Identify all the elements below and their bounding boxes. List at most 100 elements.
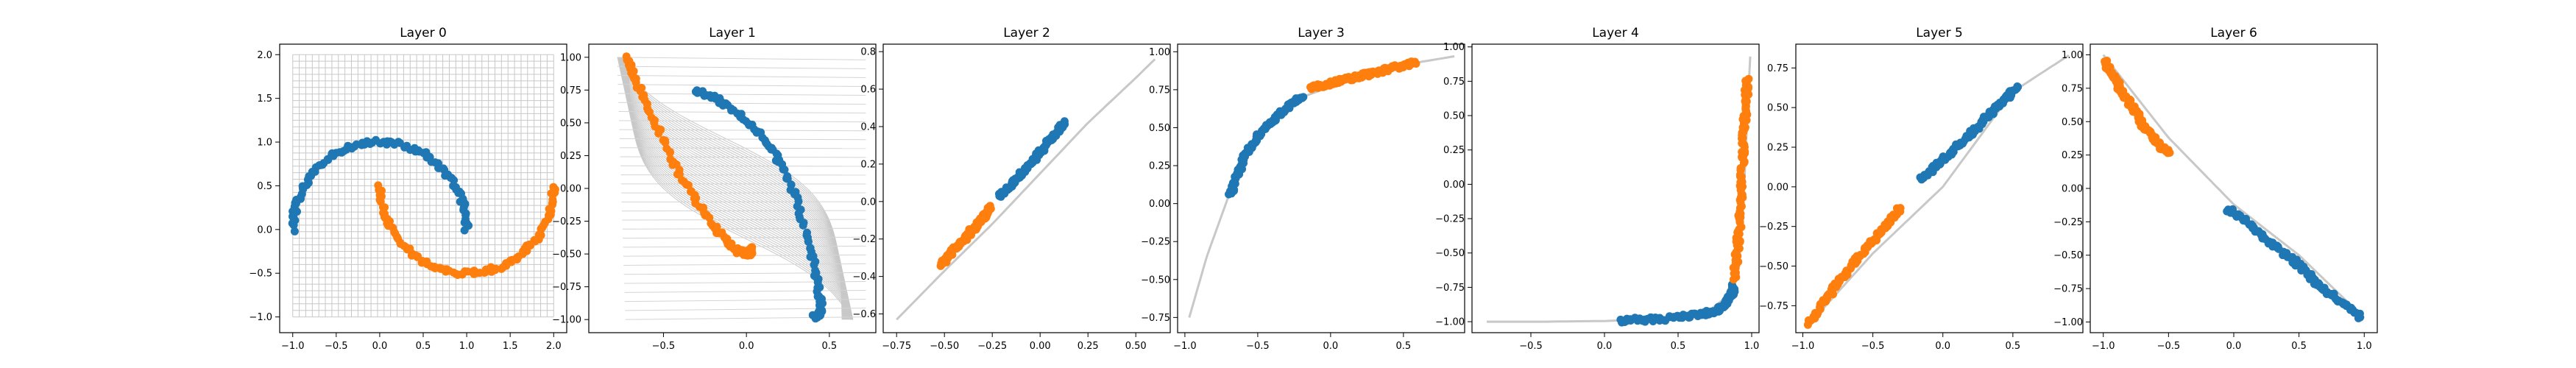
x-tick-label: −0.50 bbox=[930, 341, 959, 352]
y-tick-label: −0.6 bbox=[852, 309, 876, 320]
y-tick-label: −1.0 bbox=[249, 312, 272, 323]
x-tick-label: 0.5 bbox=[416, 341, 431, 352]
x-tick-label: 0.50 bbox=[1125, 341, 1147, 352]
x-tick-label: 0.5 bbox=[2291, 341, 2307, 352]
plot-area bbox=[1803, 54, 2070, 329]
y-tick-label: 0.25 bbox=[1443, 145, 1465, 156]
x-tick-label: −1.0 bbox=[1791, 341, 1815, 352]
y-tick-label: −1.00 bbox=[552, 315, 581, 326]
y-tick-label: 0.00 bbox=[1443, 180, 1465, 191]
grid-line bbox=[619, 138, 866, 141]
axes-frame bbox=[1177, 43, 1465, 333]
x-tick-label: 0.0 bbox=[739, 341, 754, 352]
y-tick-label: −0.2 bbox=[852, 234, 876, 245]
y-tick-label: 0.00 bbox=[2062, 184, 2083, 195]
data-point bbox=[1728, 283, 1737, 291]
grid-line bbox=[618, 102, 866, 105]
grid-line bbox=[624, 289, 866, 293]
data-point bbox=[808, 311, 817, 319]
subplot-0: Layer 0 −1.0 −0.5 0.0 0.5 1.0 1.5 2.0 −1.0 −0.5 0.… bbox=[249, 26, 567, 352]
data-point bbox=[1412, 60, 1420, 68]
y-tick-label: 0.50 bbox=[1443, 111, 1465, 122]
subplot-6: Layer 6 −1.0 −0.5 0.0 0.5 1.0 −1.00 −0.75 −0.50 −… bbox=[2053, 26, 2378, 352]
series-1 bbox=[936, 202, 995, 270]
y-tick-label: 0.75 bbox=[560, 85, 581, 96]
y-tick-label: 0.75 bbox=[1767, 63, 1788, 74]
x-tick-label: −1.0 bbox=[2092, 341, 2115, 352]
transformed-grid-curve bbox=[1806, 54, 2070, 328]
series-0 bbox=[1616, 280, 1739, 327]
grid-line bbox=[624, 299, 866, 302]
y-tick-label: −1.00 bbox=[1435, 317, 1465, 328]
subplot-4: Layer 4 −0.5 0.0 0.5 1.0 −1.00 −0.75 −0.50 −0.25… bbox=[1435, 26, 1760, 352]
data-point bbox=[665, 148, 674, 157]
data-point bbox=[2356, 313, 2365, 322]
plot-area bbox=[617, 52, 866, 323]
y-tick-label: 0.25 bbox=[2062, 150, 2083, 161]
data-point bbox=[492, 264, 500, 273]
series-0 bbox=[288, 135, 473, 236]
y-tick-label: −0.25 bbox=[1435, 214, 1465, 225]
transformed-grid-curve bbox=[2102, 54, 2366, 319]
plot-area bbox=[1188, 55, 1455, 318]
grid-line bbox=[623, 236, 866, 239]
plot-area bbox=[288, 54, 559, 318]
y-tick-label: −0.5 bbox=[249, 269, 272, 280]
y-tick-label: 1.00 bbox=[1443, 42, 1465, 53]
y-tick-label: −0.25 bbox=[552, 216, 581, 227]
series-1 bbox=[2101, 57, 2174, 158]
grid-line bbox=[617, 57, 866, 60]
x-tick-label: −0.25 bbox=[977, 341, 1007, 352]
subplot-1: Layer 1 −0.5 0.0 0.5 −1.00 −0.75 −0.50 −0.25 0.0… bbox=[552, 26, 877, 352]
x-tick-label: 0.0 bbox=[1597, 341, 1613, 352]
series-0 bbox=[691, 86, 827, 323]
grid-line bbox=[623, 245, 866, 248]
data-point bbox=[1896, 204, 1905, 213]
x-tick-label: 2.0 bbox=[546, 341, 562, 352]
y-tick-label: −0.25 bbox=[1759, 222, 1788, 233]
x-tick-label: 0.0 bbox=[1935, 341, 1950, 352]
grid-line bbox=[624, 280, 866, 284]
y-tick-label: −0.50 bbox=[2053, 250, 2083, 261]
grid-line bbox=[618, 84, 866, 88]
y-tick-label: 0.50 bbox=[1149, 123, 1170, 134]
data-point bbox=[290, 227, 299, 236]
y-tick-label: 0.5 bbox=[257, 181, 272, 192]
transformed-grid-curve bbox=[1487, 56, 1752, 323]
y-tick-label: 0.25 bbox=[1767, 143, 1788, 154]
y-tick-label: 0.4 bbox=[860, 122, 876, 133]
data-point bbox=[2165, 149, 2174, 157]
data-point bbox=[549, 183, 558, 191]
data-point bbox=[780, 166, 789, 174]
y-tick-label: 0.0 bbox=[257, 224, 272, 236]
x-tick-label: 0.5 bbox=[2006, 341, 2021, 352]
series-1 bbox=[374, 181, 559, 279]
y-tick-label: 1.00 bbox=[1149, 47, 1170, 58]
axes-frame bbox=[1471, 43, 1760, 333]
y-tick-label: 0.75 bbox=[2062, 83, 2083, 94]
y-tick-label: 0.25 bbox=[560, 151, 581, 162]
subplot-title: Layer 5 bbox=[1916, 26, 1963, 40]
series-1 bbox=[1306, 57, 1420, 93]
x-tick-label: −0.5 bbox=[1861, 341, 1885, 352]
subplot-title: Layer 3 bbox=[1298, 26, 1345, 40]
data-point bbox=[654, 129, 663, 138]
grid-line bbox=[617, 66, 866, 69]
x-tick-label: −1.0 bbox=[281, 341, 305, 352]
grid-line bbox=[621, 210, 866, 212]
data-point bbox=[804, 237, 813, 246]
x-tick-label: 0.5 bbox=[822, 341, 838, 352]
plot-area bbox=[2101, 54, 2366, 322]
data-point bbox=[1299, 93, 1308, 102]
y-tick-label: 1.0 bbox=[257, 138, 272, 149]
y-tick-label: 0.00 bbox=[1767, 182, 1788, 193]
y-tick-label: 0.8 bbox=[860, 47, 876, 58]
y-tick-label: −0.50 bbox=[552, 250, 581, 261]
grid-line bbox=[623, 263, 866, 266]
data-point bbox=[675, 170, 684, 179]
y-tick-label: −0.75 bbox=[1141, 313, 1170, 324]
y-tick-label: 0.00 bbox=[1149, 199, 1170, 210]
y-tick-label: 0.6 bbox=[860, 85, 876, 96]
y-tick-label: −0.75 bbox=[1759, 301, 1788, 312]
